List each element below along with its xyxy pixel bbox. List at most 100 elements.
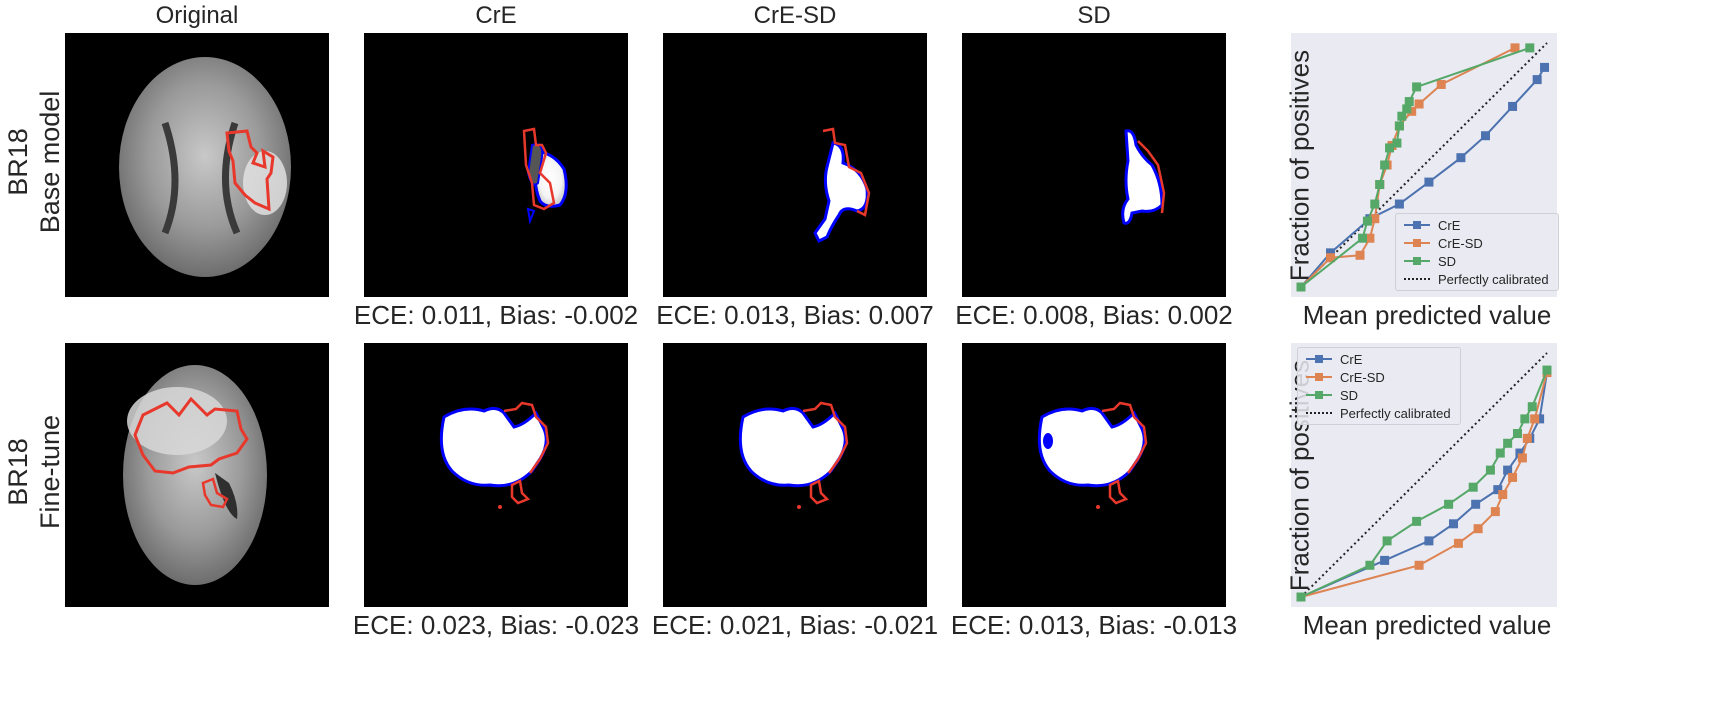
data-point-sd [1512,429,1522,439]
prediction-cre-fine-tune [364,343,628,607]
legend-marker-cre-sd [1306,373,1332,381]
data-point-sd [1412,516,1422,526]
data-point-cre-sd [1365,233,1375,243]
data-point-sd [1394,121,1404,131]
data-point-sd [1370,199,1380,209]
legend-label-sd: SD [1438,253,1457,269]
data-point-cre-sd [1414,99,1424,109]
data-point-sd [1485,465,1495,475]
data-point-cre-sd [1370,214,1380,224]
prediction-sd-base-model [962,33,1226,297]
data-point-cre-sd [1517,453,1527,463]
legend-item-cre: CrE [1402,216,1550,234]
data-point-sd [1380,160,1390,170]
series-line-cre [1300,66,1546,288]
legend-marker-sd [1404,257,1430,265]
legend-item-perfect: Perfectly calibrated [1304,404,1452,422]
legend-label-cre: CrE [1438,217,1461,233]
column-title-original: Original [155,2,239,29]
legend-marker-perfect [1404,278,1430,280]
data-point-cre [1535,414,1545,424]
column-title-cre-sd: CrE-SD [753,2,837,29]
row-label-line1: BR18 [3,128,33,196]
legend-item-sd: SD [1402,252,1550,270]
row-label-fine-tune: BR18 Fine-tune [2,322,66,622]
data-point-cre-sd [1436,79,1446,89]
data-point-cre-sd [1508,472,1518,482]
caption-cre-fine-tune: ECE: 0.023, Bias: -0.023 [352,610,640,640]
data-point-cre-sd [1355,250,1365,260]
caption-sd-base-model: ECE: 0.008, Bias: 0.002 [955,300,1233,330]
data-point-sd [1375,180,1385,190]
caption-cre-base-model: ECE: 0.011, Bias: -0.002 [353,300,639,330]
data-point-cre [1508,101,1518,111]
legend-label-cre-sd: CrE-SD [1438,235,1483,251]
data-point-cre [1394,199,1404,209]
data-point-sd [1527,402,1537,412]
data-point-sd [1296,282,1306,292]
data-point-cre-sd [1490,507,1500,517]
data-point-cre-sd [1522,433,1532,443]
data-point-sd [1404,97,1414,107]
data-point-sd [1542,365,1552,375]
caption-cre-sd-base-model: ECE: 0.013, Bias: 0.007 [656,300,934,330]
data-point-sd [1520,414,1530,424]
legend-item-perfect: Perfectly calibrated [1402,270,1550,288]
caption-sd-fine-tune: ECE: 0.013, Bias: -0.013 [950,610,1238,640]
data-point-cre-sd [1510,43,1520,53]
column-title-sd: SD [1077,2,1111,29]
data-point-cre [1424,536,1434,546]
data-point-cre [1326,248,1336,258]
legend-item-cre-sd: CrE-SD [1402,234,1550,252]
data-point-sd [1296,592,1306,602]
data-point-cre [1449,519,1459,529]
data-point-sd [1358,233,1367,243]
mri-original-base-model [65,33,329,297]
data-point-sd [1495,448,1505,458]
legend-marker-cre-sd [1404,239,1430,247]
data-point-sd [1362,216,1372,226]
data-point-sd [1468,482,1478,492]
data-point-cre [1515,448,1525,458]
data-point-cre [1493,485,1503,495]
prediction-sd-fine-tune [962,343,1226,607]
data-point-cre-sd [1473,524,1483,534]
data-point-sd [1385,143,1395,153]
data-point-sd [1392,138,1402,148]
data-point-cre-sd [1530,414,1540,424]
legend-marker-cre [1306,355,1332,363]
data-point-cre-sd [1407,106,1417,116]
data-point-cre-sd [1453,538,1463,548]
legend-label-cre: CrE [1340,351,1363,367]
mri-original-fine-tune [65,343,329,607]
data-point-cre [1456,153,1466,163]
legend-item-cre: CrE [1304,350,1452,368]
data-point-cre [1503,465,1513,475]
data-point-cre [1481,131,1490,141]
caption-cre-sd-fine-tune: ECE: 0.021, Bias: -0.021 [651,610,939,640]
data-point-sd [1503,438,1513,448]
data-point-sd [1525,43,1535,53]
row-label-line2: Base model [35,90,65,234]
legend-label-sd: SD [1340,387,1359,403]
data-point-cre [1471,499,1481,509]
legend-label-cre-sd: CrE-SD [1340,369,1385,385]
row-label-base-model: BR18 Base model [2,12,66,312]
prediction-cre-sd-fine-tune [663,343,927,607]
data-point-cre [1532,75,1542,85]
row-label-line1: BR18 [3,438,33,506]
data-point-sd [1412,82,1422,92]
y-axis-label: Fraction of positives [1284,49,1315,282]
data-point-cre-sd [1498,490,1508,500]
x-axis-label: Mean predicted value [1302,610,1552,640]
legend-marker-perfect [1306,412,1332,414]
prediction-cre-base-model [364,33,628,297]
row-label-line2: Fine-tune [35,414,65,530]
legend-marker-cre [1404,221,1430,229]
data-point-sd [1402,104,1412,114]
data-point-sd [1444,499,1454,509]
data-point-sd [1382,536,1392,546]
legend-label-perfect: Perfectly calibrated [1340,405,1451,421]
x-axis-label: Mean predicted value [1302,300,1552,330]
data-point-cre [1540,62,1550,72]
